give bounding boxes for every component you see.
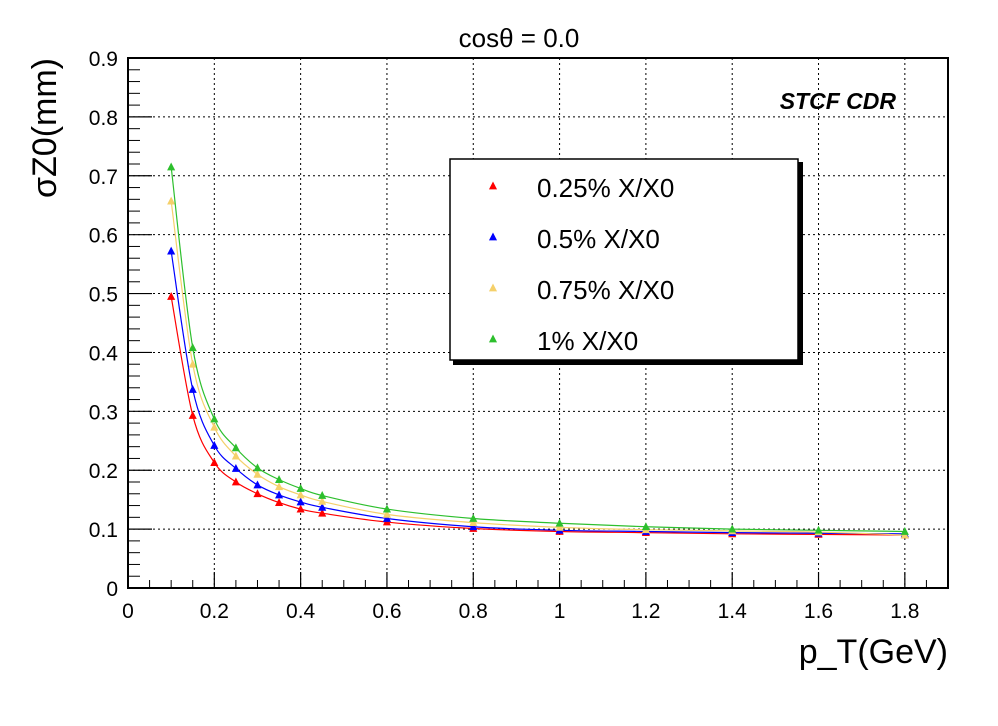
data-point [167,292,176,300]
data-point [469,522,478,531]
legend-marker [488,181,498,190]
data-point [296,490,305,499]
data-point [231,463,240,472]
data-point [318,508,327,517]
data-point [318,491,327,499]
data-point [275,490,284,499]
series-layer [167,162,909,539]
data-point [728,524,737,533]
data-point [188,410,197,419]
legend-label: 0.75% X/X0 [537,275,674,305]
y-tick-label: 0.2 [89,460,118,483]
tick-labels: 0 0.2 0.4 0.6 0.8 1 1.2 1.4 1.6 1.8 0 0.1 0.2 0.3 0.4 0… [89,48,920,623]
data-point [231,443,240,452]
data-point [275,475,284,484]
data-point [296,497,305,506]
y-tick-label: 0.3 [89,401,118,424]
y-tick-label: 0.1 [89,519,118,542]
data-point [296,483,305,492]
legend-label: 0.25% X/X0 [537,173,674,203]
data-point [167,162,176,171]
data-point [253,469,262,478]
legend-marker [488,334,498,343]
data-point [318,502,327,511]
data-point [231,451,240,460]
y-tick-label: 0.6 [89,225,118,248]
series-3 [167,162,909,535]
x-tick-label: 0.6 [372,600,401,623]
y-tick-label: 0.9 [89,48,118,71]
legend-marker [488,232,498,241]
axis-ticks [127,57,949,589]
data-point [275,498,284,506]
x-tick-label: 1.2 [631,600,660,623]
data-point [382,509,391,518]
data-point [210,414,219,423]
y-tick-label: 0 [106,578,118,601]
data-point [253,480,262,489]
x-tick-label: 1.6 [804,600,833,623]
data-point [167,196,176,205]
legend-label: 0.5% X/X0 [537,224,660,254]
y-axis-title: σZ0(mm) [26,58,64,198]
legend: 0.25% X/X0 0.5% X/X0 0.75% X/X0 1% X/X0 [449,158,803,365]
data-point [469,518,478,527]
x-tick-label: 1.4 [718,600,748,623]
data-point [318,496,327,505]
data-point [253,463,262,472]
x-tick-label: 0 [122,600,134,623]
y-tick-label: 0.8 [89,107,118,130]
data-point [555,518,564,527]
x-axis-title: p_T(GeV) [799,633,948,671]
stcf-cdr-label: STCF CDR [780,88,897,114]
data-point [469,514,478,522]
y-tick-label: 0.5 [89,284,118,307]
chart-title: cosθ = 0.0 [459,23,580,53]
data-point [275,482,284,491]
data-point [296,504,305,513]
data-point [900,526,909,535]
data-point [188,343,197,352]
x-tick-label: 1.8 [890,600,919,623]
data-point [555,522,564,531]
legend-entries: 0.25% X/X0 0.5% X/X0 0.75% X/X0 1% X/X0 [488,173,674,356]
data-point [210,440,219,449]
data-point [167,246,176,255]
x-tick-label: 0.2 [200,600,229,623]
legend-marker [488,283,498,292]
data-point [382,504,391,513]
data-point [253,489,262,498]
data-point [641,522,650,531]
data-point [231,477,240,486]
legend-label: 1% X/X0 [537,326,638,356]
y-tick-label: 0.4 [89,342,119,365]
data-point [188,359,197,368]
series-line [170,296,905,536]
data-point [382,514,391,522]
y-tick-label: 0.7 [89,166,118,189]
data-point [188,385,197,393]
x-tick-label: 0.4 [286,600,316,623]
data-point [210,458,219,466]
x-tick-label: 1 [554,600,566,623]
data-point [814,525,823,534]
legend-box [449,158,799,361]
series-line [170,251,905,535]
x-tick-label: 0.8 [459,600,488,623]
data-point [210,422,219,431]
